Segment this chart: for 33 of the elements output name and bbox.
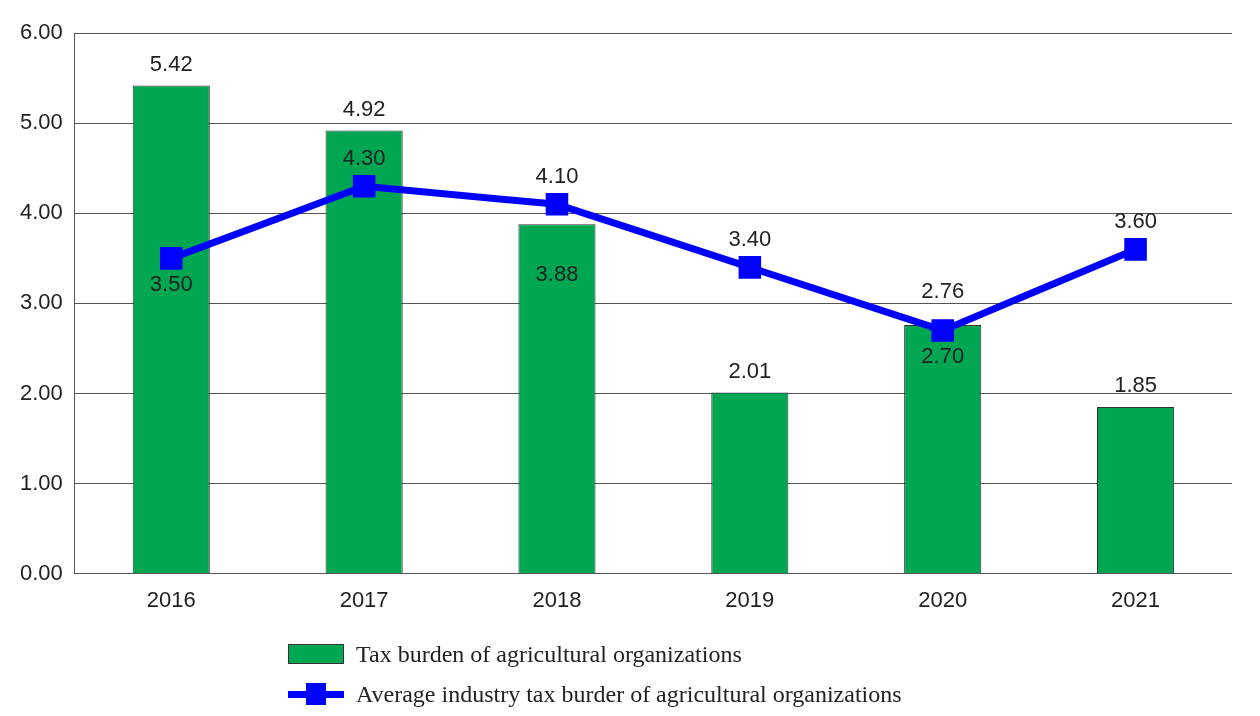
x-tick-label: 2020 [918, 586, 968, 612]
y-tick-label: 0.00 [19, 559, 63, 585]
data-label: 2.70 [921, 343, 965, 369]
legend-label: Average industry tax burder of agricultural organizations [356, 680, 902, 708]
point [545, 193, 569, 216]
data-label: 3.88 [535, 261, 579, 287]
data-label: 3.60 [1114, 208, 1157, 234]
point [1124, 238, 1147, 261]
point [352, 175, 376, 198]
x-tick-label: 2021 [1111, 586, 1161, 612]
data-label: 4.30 [342, 145, 386, 171]
legend-label: Tax burden of agricultural organizations [356, 640, 742, 668]
y-tick-label: 1.00 [19, 469, 63, 495]
point [931, 319, 954, 342]
data-label: 5.42 [149, 50, 193, 76]
y-tick-label: 5.00 [19, 109, 63, 135]
x-tick-label: 2018 [532, 586, 582, 612]
point [738, 256, 762, 279]
x-tick-label: 2019 [725, 586, 775, 612]
x-tick-label: 2016 [146, 586, 196, 612]
y-tick-label: 6.00 [19, 19, 63, 45]
data-label: 3.50 [149, 271, 193, 297]
data-label: 2.01 [728, 357, 772, 383]
y-tick-label: 2.00 [19, 379, 63, 405]
x-tick-label: 2017 [339, 586, 389, 612]
y-tick-label: 3.00 [19, 289, 63, 315]
y-tick-label: 4.00 [19, 199, 63, 225]
data-label: 4.92 [342, 95, 386, 121]
data-label: 4.10 [535, 163, 579, 189]
data-label: 3.40 [728, 226, 772, 252]
data-label: 1.85 [1114, 372, 1157, 398]
point [159, 247, 183, 270]
data-label: 2.76 [921, 278, 965, 304]
